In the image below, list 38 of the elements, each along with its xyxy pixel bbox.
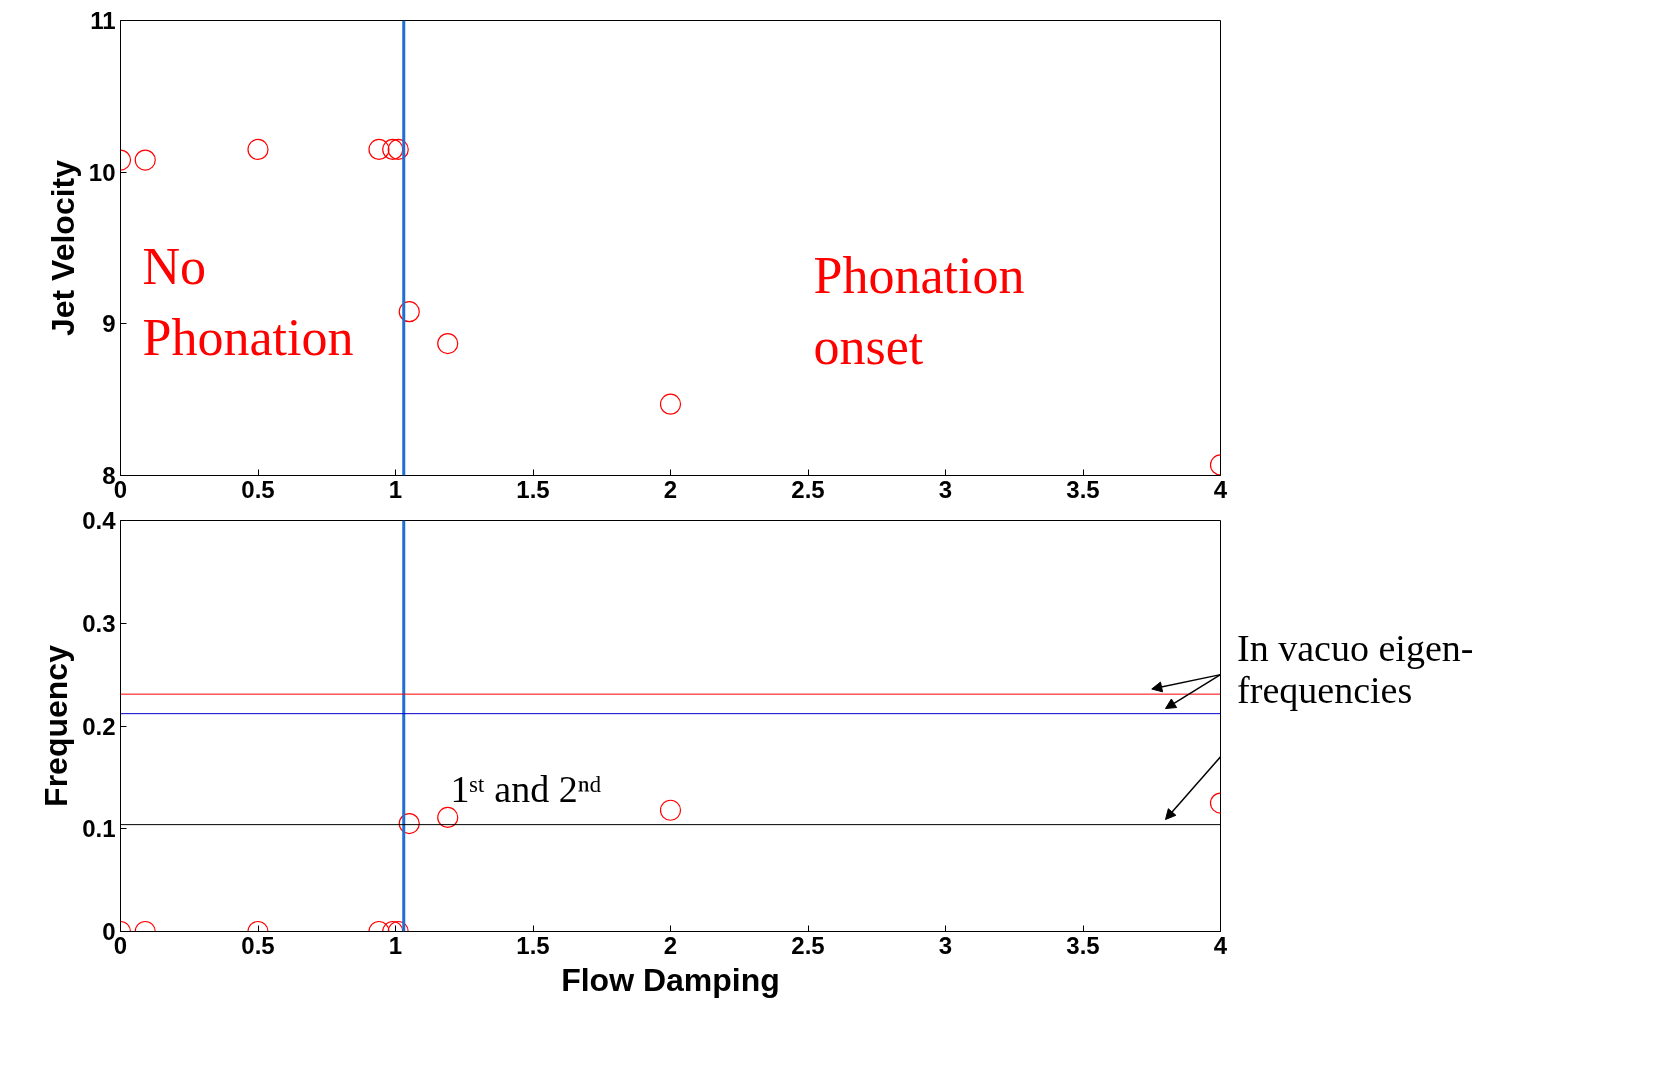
y-tick-label: 9	[102, 310, 116, 338]
x-tick-label: 3	[938, 475, 953, 503]
x-tick-label: 3.5	[1066, 931, 1100, 959]
x-tick-label: 3.5	[1066, 475, 1100, 503]
x-tick-label: 2.5	[791, 931, 825, 959]
point	[134, 149, 156, 171]
text: In vacuo eigen- frequencies	[1237, 626, 1474, 711]
y-tick-label: 11	[90, 7, 116, 34]
x-tick-label: 4	[1213, 931, 1228, 959]
point	[437, 332, 459, 355]
point	[398, 301, 420, 323]
annotation: 1ˢᵗ and 2ⁿᵈ	[450, 768, 602, 811]
x-tick-label: 1	[388, 931, 403, 959]
x-tick-label: 4	[1213, 475, 1228, 503]
y-tick-label: 0.4	[82, 507, 117, 534]
x-tick-label: 0.5	[241, 931, 275, 959]
point	[387, 138, 409, 160]
annotation: No Phonation	[142, 238, 354, 367]
x-tick-label: 3	[938, 931, 953, 959]
x-tick-label: 2.5	[791, 475, 825, 503]
x-tick-label: 1.5	[516, 931, 550, 959]
x-tick-label: 1.5	[516, 475, 550, 503]
y-tick-label: 0.2	[82, 712, 116, 740]
x-tick-label: 1	[388, 475, 403, 503]
x-tick-label: 0.5	[241, 475, 275, 503]
x-axis-title: Flow Damping	[561, 961, 780, 998]
point	[368, 138, 390, 160]
x-tick-label: 2	[663, 931, 678, 959]
annotation: Phonation onset	[813, 247, 1025, 376]
y-tick-label: 10	[88, 158, 116, 186]
y-axis-title: Jet Velocity	[44, 159, 81, 337]
point	[247, 138, 269, 160]
point	[659, 393, 682, 415]
y-tick-label: 0.3	[82, 609, 116, 637]
x-tick-label: 2	[663, 475, 678, 503]
y-axis-title: Frequency	[38, 644, 75, 807]
y-tick-label: 0.1	[82, 815, 116, 843]
point	[382, 138, 404, 160]
